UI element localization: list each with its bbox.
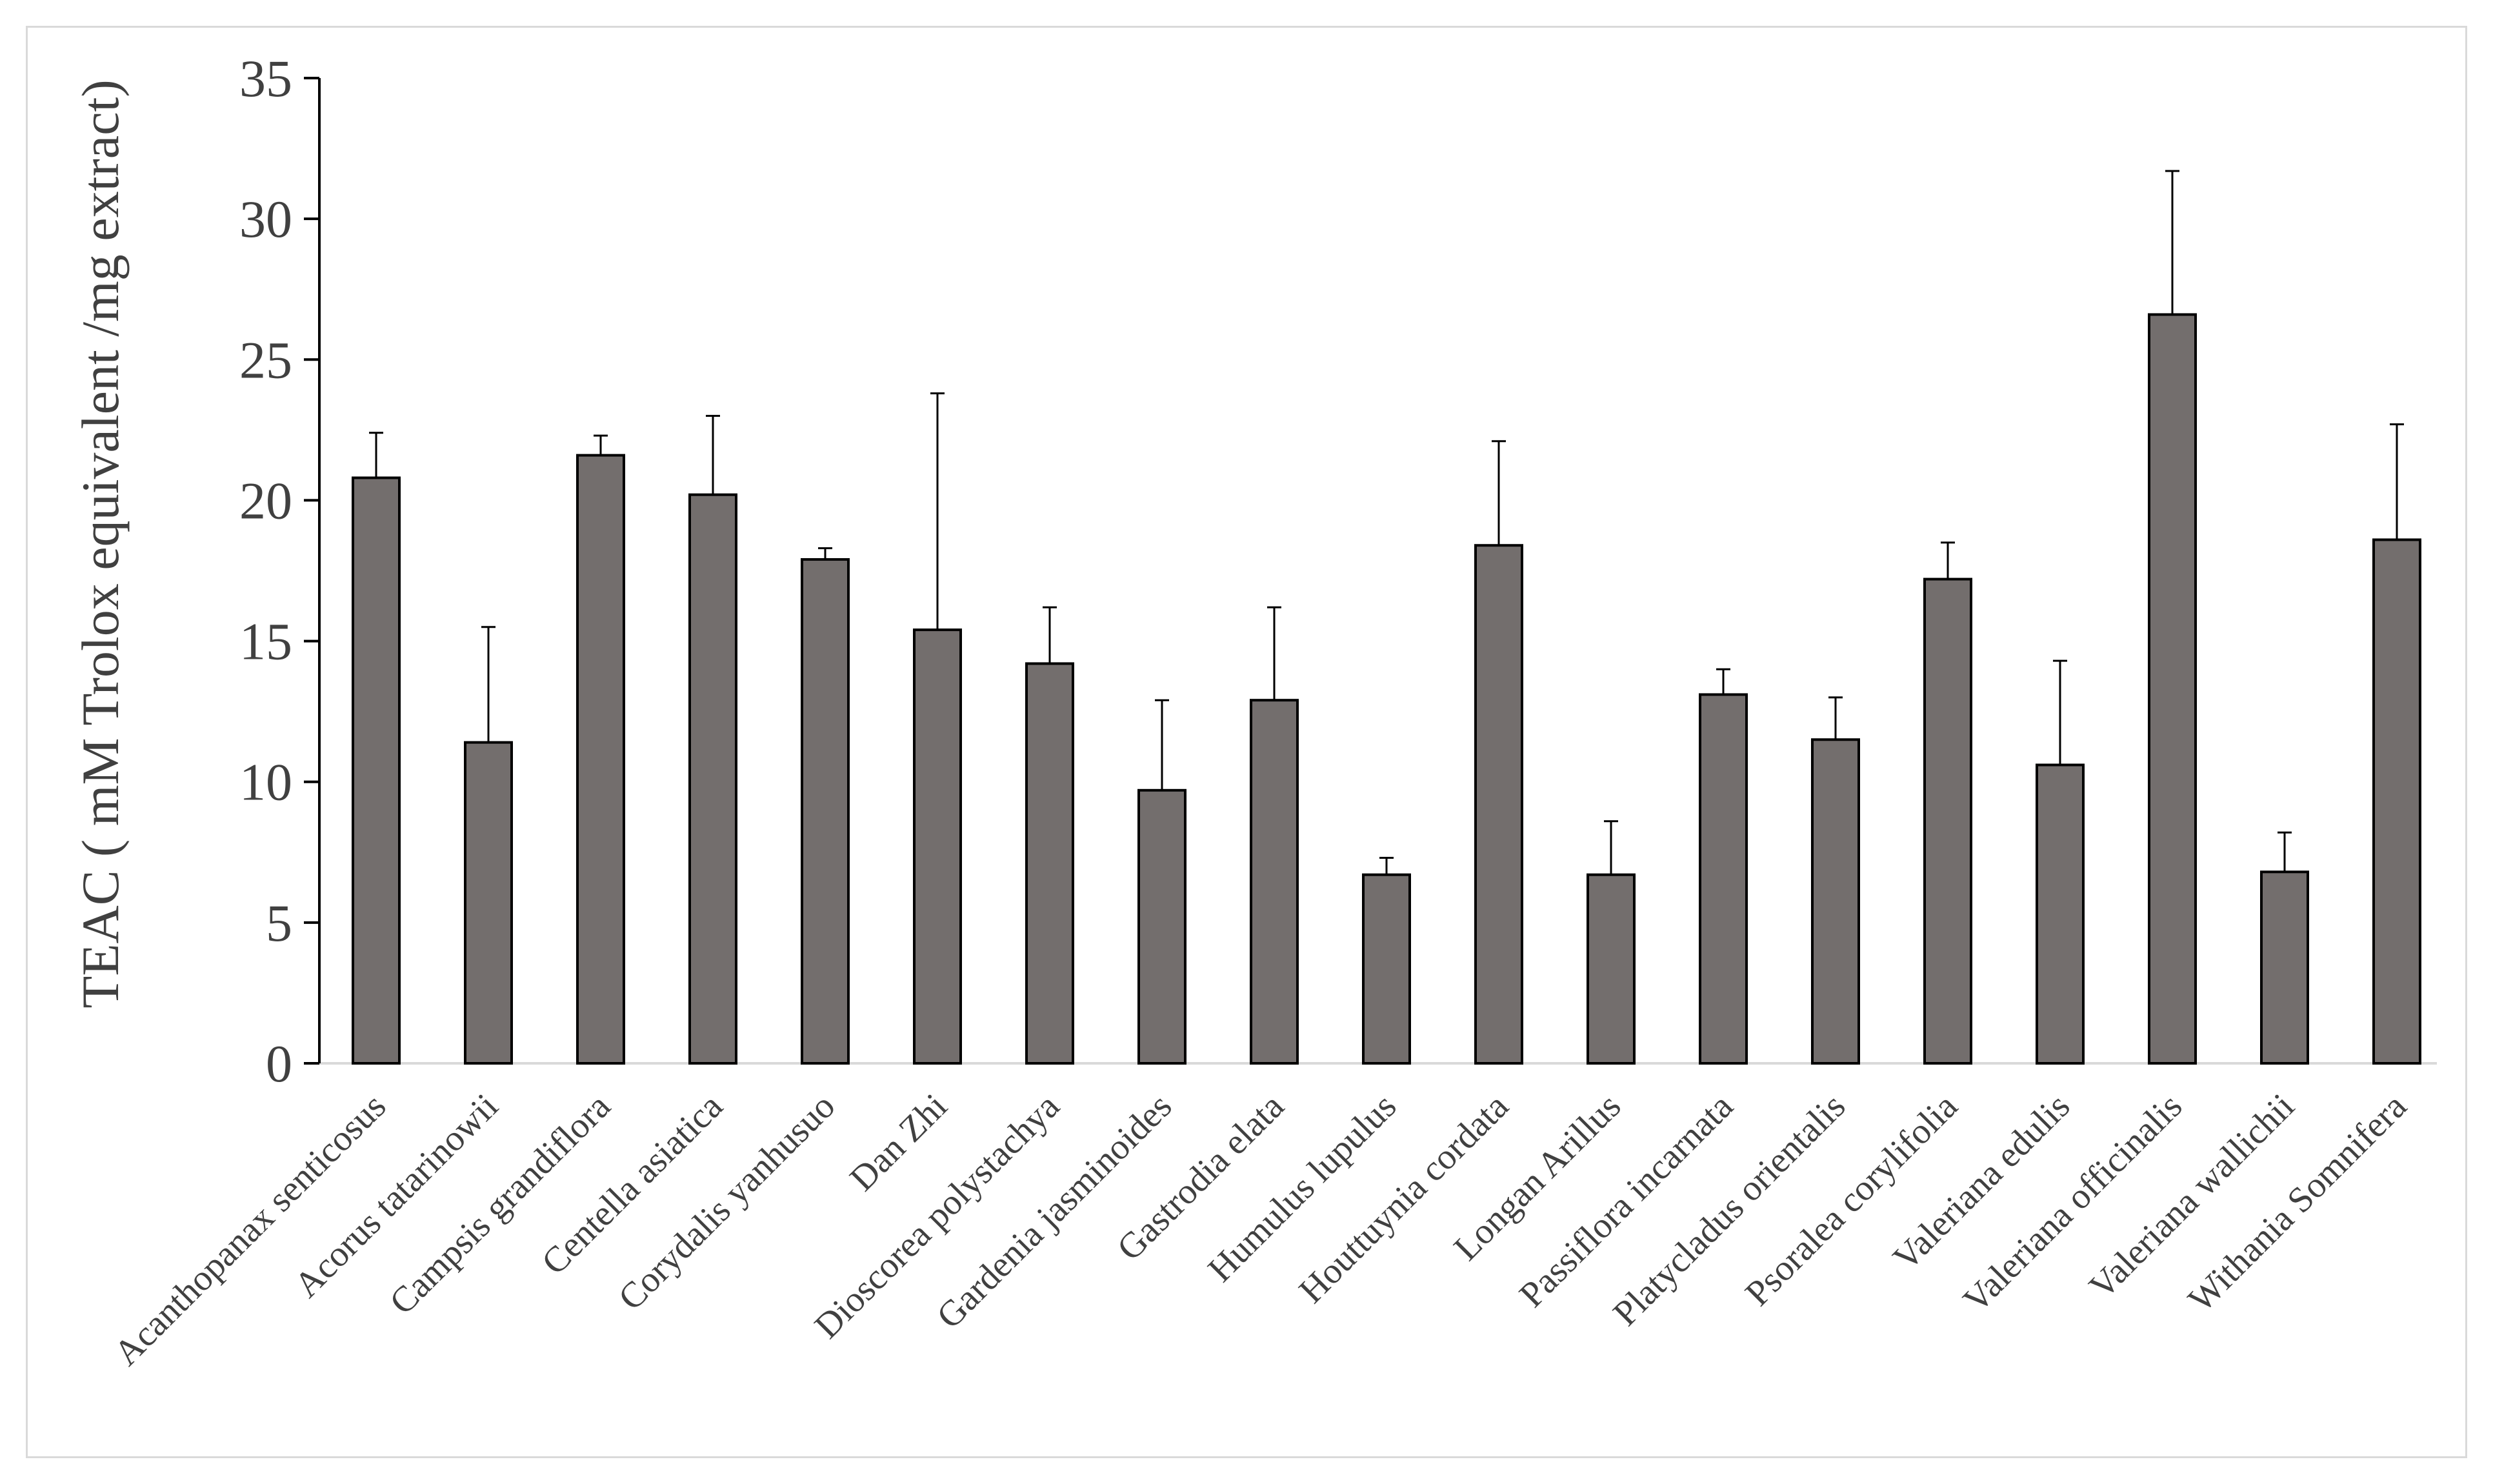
bar [1250,699,1299,1065]
y-tick-label: 20 [239,471,292,530]
bar [913,628,962,1065]
category-label: Corydalis yanhusuo [611,1086,843,1318]
bar [2372,538,2421,1065]
category-label: Humulus lupulus [1201,1086,1405,1290]
bar [801,558,850,1065]
bar-chart: TEAC ( mM Trolox equivalent /mg extract)… [71,49,2437,1374]
category-label: Dan Zhi [842,1086,955,1199]
y-tick-label: 15 [239,612,292,671]
y-tick-label: 25 [239,330,292,389]
y-tick-label: 30 [239,190,292,248]
y-tick-label: 0 [266,1034,292,1093]
category-label: Valeriana wallichii [2081,1086,2302,1307]
category-label: Psoralea corylifolia [1737,1086,1965,1314]
bar [576,454,625,1065]
bar [2260,870,2309,1065]
category-label: Valeriana officinalis [1956,1086,2190,1320]
bar [1811,738,1860,1065]
bar [1025,662,1074,1065]
bar [352,476,401,1065]
bar [1923,577,1972,1065]
category-label: Campsis grandiflora [382,1086,618,1322]
y-tick-label: 10 [239,753,292,812]
bar [464,741,513,1065]
bar [688,493,737,1065]
y-tick-label: 5 [266,894,292,952]
bar [1587,873,1636,1065]
y-axis-title: TEAC ( mM Trolox equivalent /mg extract) [71,79,130,1008]
bar [1699,693,1748,1065]
bar [1474,544,1523,1065]
bar [2036,763,2085,1065]
chart-frame: TEAC ( mM Trolox equivalent /mg extract)… [26,26,2467,1458]
y-tick-label: 35 [239,49,292,108]
category-label: Passiflora incarnata [1512,1086,1741,1315]
bar [1137,788,1186,1065]
category-label: Acorus tatarinowii [287,1086,506,1305]
category-label: Withania Somnifera [2181,1086,2414,1319]
bar [2148,313,2197,1065]
category-label: Houttuynia cordata [1292,1086,1517,1311]
bar [1362,873,1411,1065]
